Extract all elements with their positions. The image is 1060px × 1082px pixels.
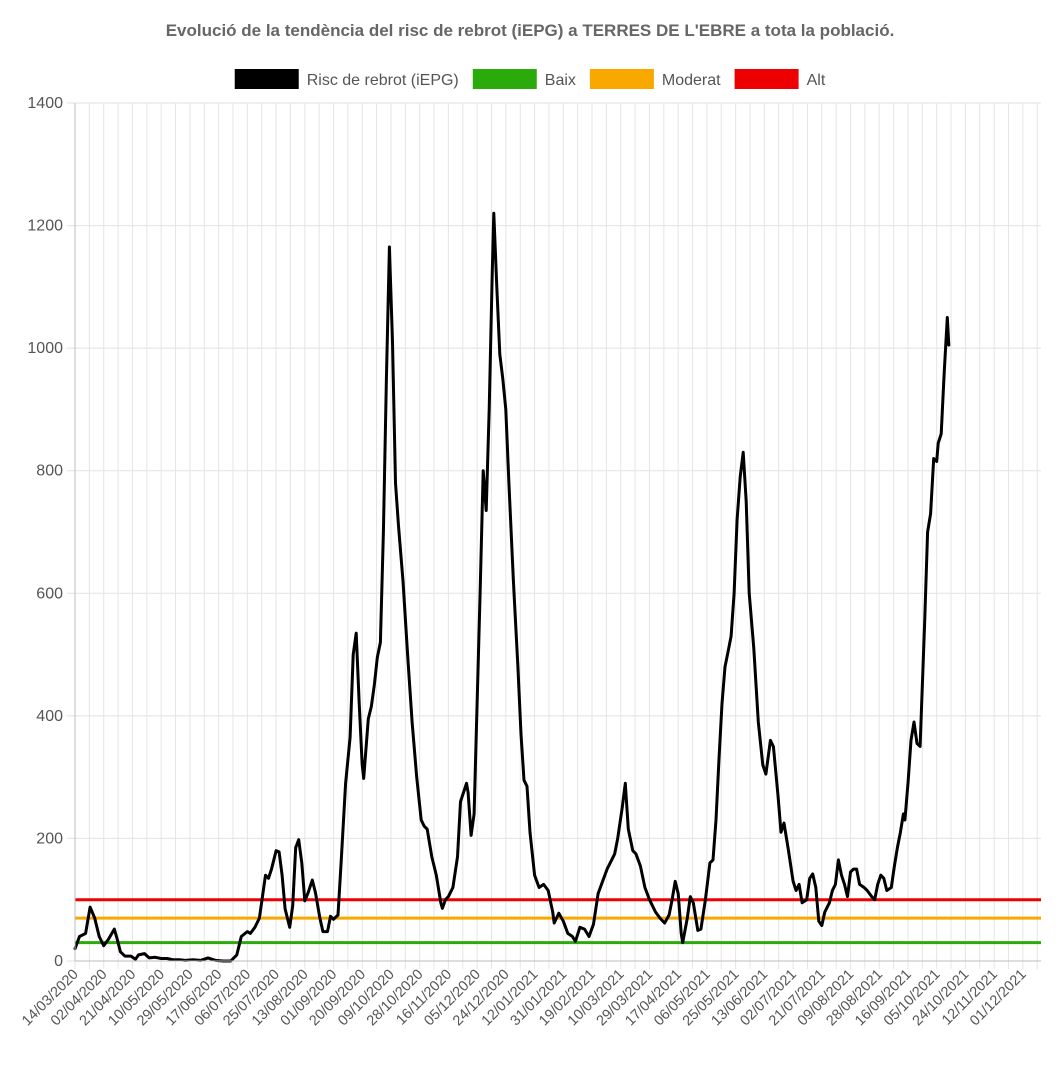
legend-label: Moderat bbox=[662, 72, 721, 89]
chart-title: Evolució de la tendència del risc de reb… bbox=[166, 21, 895, 40]
y-tick-label: 800 bbox=[36, 463, 63, 480]
grid bbox=[67, 102, 1041, 969]
y-tick-label: 200 bbox=[36, 830, 63, 847]
legend-swatch bbox=[734, 69, 799, 89]
y-tick-label: 600 bbox=[36, 585, 63, 602]
series-layer bbox=[73, 211, 951, 963]
legend-swatch bbox=[234, 69, 299, 89]
threshold-lines bbox=[75, 898, 1041, 945]
y-tick-label: 1200 bbox=[27, 218, 63, 235]
y-tick-label: 1400 bbox=[27, 95, 63, 112]
legend-label: Risc de rebrot (iEPG) bbox=[307, 72, 459, 89]
y-tick-label: 0 bbox=[54, 953, 63, 970]
legend-swatch bbox=[589, 69, 654, 89]
legend-label: Alt bbox=[807, 72, 826, 89]
series-line-iepg bbox=[73, 211, 951, 963]
legend-swatch bbox=[472, 69, 537, 89]
y-tick-label: 400 bbox=[36, 708, 63, 725]
y-tick-label: 1000 bbox=[27, 340, 63, 357]
legend: Risc de rebrot (iEPG) Baix Moderat Alt bbox=[234, 69, 826, 89]
legend-label: Baix bbox=[545, 72, 576, 89]
